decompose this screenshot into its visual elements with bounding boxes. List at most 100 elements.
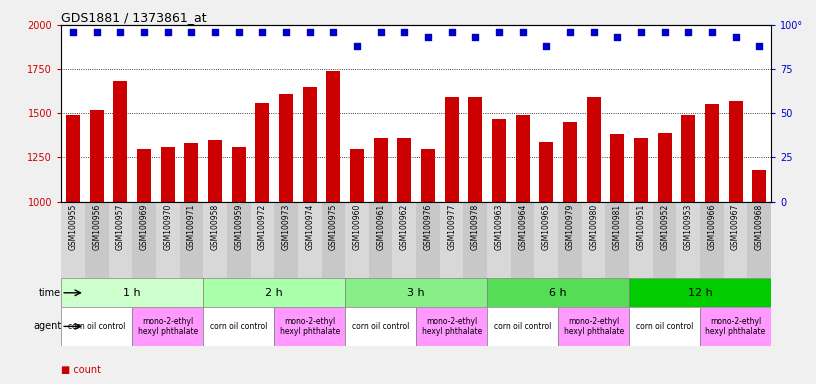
Text: ■ count: ■ count (61, 365, 101, 375)
Text: mono-2-ethyl
hexyl phthalate: mono-2-ethyl hexyl phthalate (280, 317, 339, 336)
Bar (303, 87, 317, 378)
Bar (440, 202, 463, 278)
Bar (487, 202, 511, 278)
Bar (132, 307, 203, 346)
Bar (369, 202, 392, 278)
Point (634, 29, 647, 35)
Bar (516, 115, 530, 378)
Point (397, 29, 410, 35)
Bar (109, 202, 132, 278)
Text: GSM100966: GSM100966 (707, 204, 716, 250)
Text: GSM100967: GSM100967 (731, 204, 740, 250)
Bar (392, 202, 416, 278)
Text: GSM100972: GSM100972 (258, 204, 267, 250)
Bar (629, 278, 771, 307)
Bar (582, 25, 605, 202)
Point (113, 29, 127, 35)
Bar (492, 119, 506, 378)
Bar (463, 25, 487, 202)
Bar (397, 138, 411, 378)
Point (208, 29, 221, 35)
Bar (658, 133, 672, 378)
Text: GSM100973: GSM100973 (282, 204, 290, 250)
Text: mono-2-ethyl
hexyl phthalate: mono-2-ethyl hexyl phthalate (706, 317, 765, 336)
Bar (90, 110, 104, 378)
Bar (227, 25, 251, 202)
Bar (61, 202, 85, 278)
Text: agent: agent (33, 321, 61, 331)
Bar (558, 202, 582, 278)
Bar (180, 25, 203, 202)
Bar (463, 202, 487, 278)
Bar (345, 25, 369, 202)
Point (729, 34, 742, 40)
Bar (676, 202, 700, 278)
Point (184, 29, 197, 35)
Bar (563, 122, 577, 378)
Point (752, 43, 765, 49)
Point (303, 29, 316, 35)
Text: GSM100951: GSM100951 (636, 204, 645, 250)
Bar (208, 140, 222, 378)
Bar (66, 115, 80, 378)
Bar (539, 142, 553, 378)
Bar (161, 147, 175, 378)
Bar (279, 94, 293, 378)
Bar (468, 98, 482, 378)
Point (516, 29, 529, 35)
Text: GSM100957: GSM100957 (116, 204, 125, 250)
Bar (653, 25, 676, 202)
Point (161, 29, 174, 35)
Point (374, 29, 387, 35)
Text: corn oil control: corn oil control (352, 322, 410, 331)
Point (563, 29, 576, 35)
Bar (326, 71, 340, 378)
Bar (298, 25, 322, 202)
Bar (322, 25, 345, 202)
Text: GSM100953: GSM100953 (684, 204, 693, 250)
Bar (582, 202, 605, 278)
Bar (392, 25, 416, 202)
Bar (511, 202, 534, 278)
Bar (251, 25, 274, 202)
Bar (85, 202, 109, 278)
Text: corn oil control: corn oil control (494, 322, 552, 331)
Bar (440, 25, 463, 202)
Bar (345, 307, 416, 346)
Point (468, 34, 481, 40)
Bar (752, 170, 766, 378)
Point (658, 29, 671, 35)
Bar (61, 278, 203, 307)
Bar (587, 98, 601, 378)
Text: GSM100959: GSM100959 (234, 204, 243, 250)
Text: GSM100974: GSM100974 (305, 204, 314, 250)
Bar (534, 202, 558, 278)
Text: GSM100969: GSM100969 (140, 204, 149, 250)
Text: GSM100952: GSM100952 (660, 204, 669, 250)
Bar (421, 149, 435, 378)
Text: GSM100962: GSM100962 (400, 204, 409, 250)
Point (705, 29, 718, 35)
Point (421, 34, 434, 40)
Bar (700, 307, 771, 346)
Point (492, 29, 505, 35)
Bar (629, 307, 700, 346)
Bar (109, 25, 132, 202)
Bar (137, 149, 151, 378)
Text: corn oil control: corn oil control (210, 322, 268, 331)
Text: time: time (39, 288, 61, 298)
Bar (700, 25, 724, 202)
Bar (724, 202, 747, 278)
Text: GSM100979: GSM100979 (565, 204, 574, 250)
Text: GSM100958: GSM100958 (211, 204, 220, 250)
Point (681, 29, 694, 35)
Bar (132, 202, 156, 278)
Bar (681, 115, 695, 378)
Text: GSM100961: GSM100961 (376, 204, 385, 250)
Bar (345, 202, 369, 278)
Bar (232, 147, 246, 378)
Bar (747, 25, 771, 202)
Bar (156, 202, 180, 278)
Text: GSM100965: GSM100965 (542, 204, 551, 250)
Bar (113, 81, 127, 378)
